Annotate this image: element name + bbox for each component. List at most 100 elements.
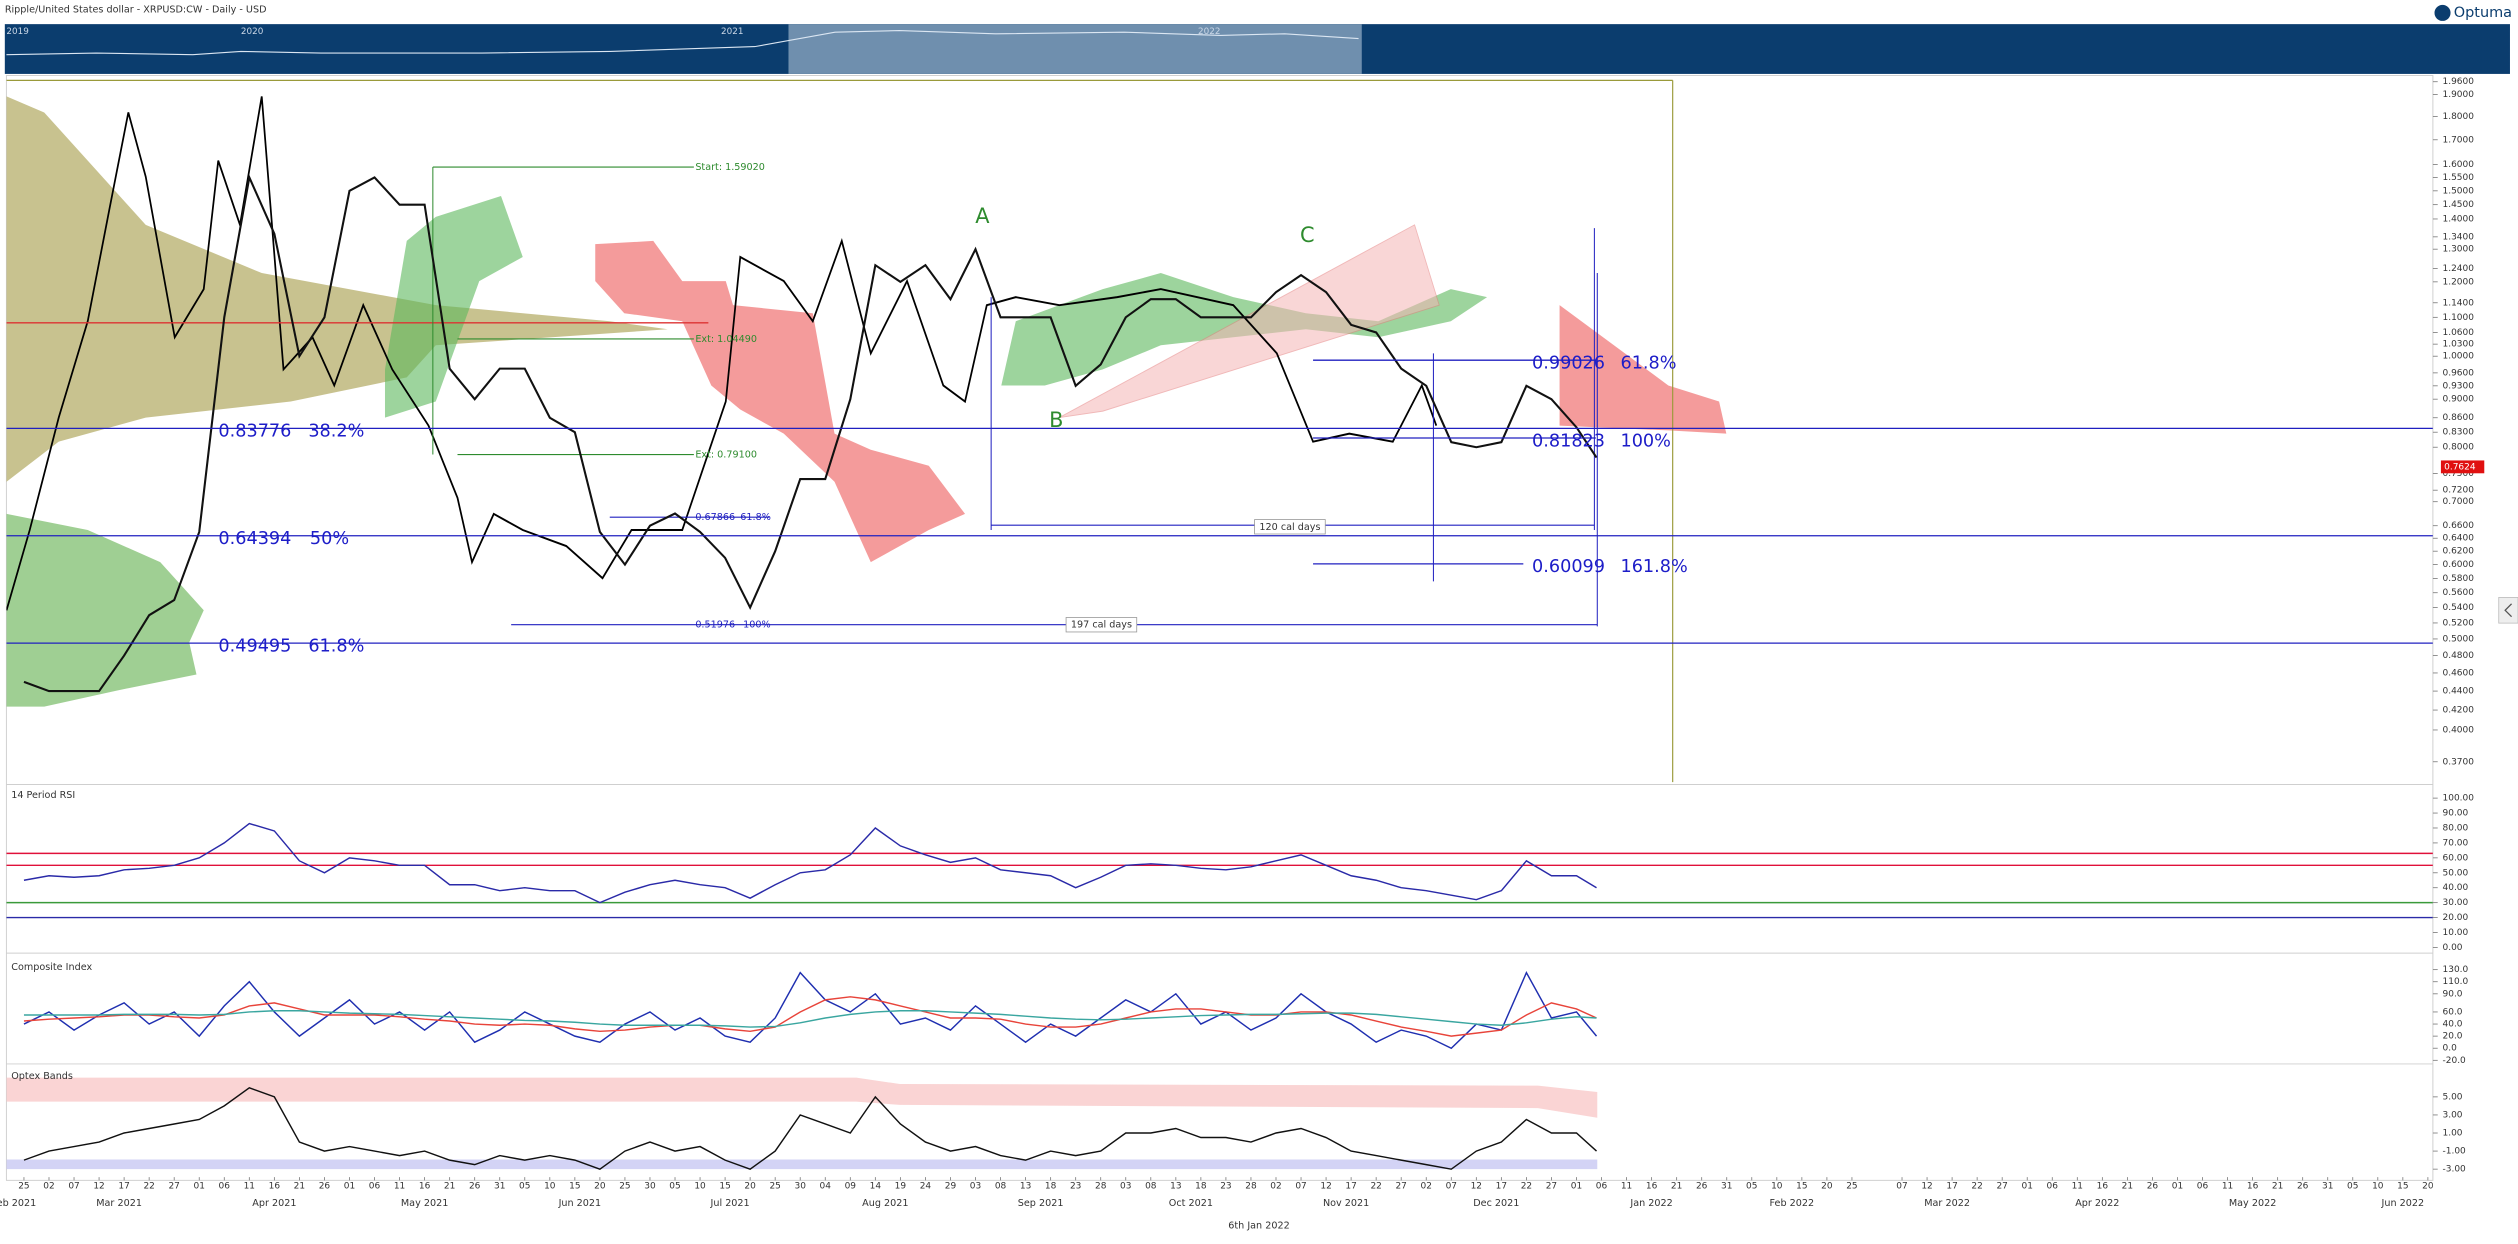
navigator-year: 2021	[721, 27, 743, 37]
x-tick-label: 02	[1421, 1181, 1432, 1191]
fib-value: 0.83776	[218, 422, 291, 442]
last-price: 0.7624	[2444, 462, 2476, 472]
y-tick-label: 0.4200	[2443, 706, 2475, 716]
logo-icon	[2434, 4, 2451, 21]
projection-lines	[432, 166, 694, 456]
annotation: 61.8%	[740, 512, 771, 523]
y-tick-label: 0.7200	[2443, 486, 2475, 496]
x-tick-label: 11	[2222, 1181, 2233, 1191]
y-tick-label: -20.0	[2443, 1056, 2467, 1066]
panel-title: 14 Period RSI	[11, 790, 75, 801]
x-tick-label: 22	[1971, 1181, 1982, 1191]
data-layer: 1.9600 1.9000 1.8000 1.7000 1.6000 1.5500 1.50…	[0, 77, 2485, 1209]
month-label: Mar 2022	[1924, 1198, 1970, 1209]
x-tick-label: 10	[2372, 1181, 2384, 1191]
y-tick-label: 0.0	[2443, 1044, 2458, 1054]
y-tick-label: 0.5800	[2443, 574, 2475, 584]
x-tick-label: 11	[244, 1181, 255, 1191]
y-tick-label: 0.9300	[2443, 381, 2475, 391]
x-tick-label: 07	[1896, 1181, 1907, 1191]
logo: Optuma	[2454, 5, 2512, 21]
x-tick-label: 26	[2147, 1181, 2159, 1191]
month-label: Feb 2021	[0, 1198, 36, 1209]
x-tick-label: 25	[619, 1181, 630, 1191]
x-tick-label: 14	[870, 1181, 882, 1191]
y-tick-label: 110.0	[2443, 977, 2469, 987]
x-tick-label: 25	[18, 1181, 29, 1191]
lagging-line	[6, 96, 1438, 611]
y-tick-label: 1.3400	[2443, 232, 2475, 242]
fib-ratio: 50%	[310, 529, 349, 549]
y-tick-label: 1.0300	[2443, 340, 2475, 350]
x-tick-label: 05	[2347, 1181, 2358, 1191]
y-tick-label: 70.00	[2443, 838, 2469, 848]
optex-band	[6, 1077, 1598, 1118]
x-tick-label: 25	[1846, 1181, 1857, 1191]
y-tick-label: 0.5400	[2443, 603, 2475, 613]
y-tick-label: 1.00	[2443, 1129, 2463, 1139]
fib-value: 0.60099	[1532, 557, 1605, 577]
x-tick-label: 09	[845, 1181, 857, 1191]
x-tick-label: 31	[2322, 1181, 2333, 1191]
month-label: Nov 2021	[1323, 1198, 1369, 1209]
x-tick-label: 16	[419, 1181, 431, 1191]
x-tick-label: 05	[1746, 1181, 1757, 1191]
x-tick-label: 20	[594, 1181, 606, 1191]
y-tick-label: 130.0	[2443, 965, 2469, 975]
x-tick-label: 21	[294, 1181, 305, 1191]
x-tick-label: 12	[93, 1181, 104, 1191]
y-tick-label: 0.4400	[2443, 687, 2475, 697]
plot-frame	[5, 75, 2434, 1181]
annotation: 197 cal days	[1071, 620, 1132, 631]
annotation: 100%	[743, 620, 771, 631]
series-line	[23, 1087, 1598, 1170]
navigator-line	[6, 29, 1359, 56]
annotation: 0.67866	[695, 512, 735, 523]
y-tick-label: 20.0	[2443, 1032, 2463, 1042]
month-label: Jul 2021	[710, 1198, 750, 1209]
x-tick-label: 18	[1045, 1181, 1057, 1191]
cloud-red	[1559, 305, 1727, 434]
x-tick-label: 10	[544, 1181, 556, 1191]
x-tick-label: 08	[995, 1181, 1007, 1191]
x-tick-label: 03	[970, 1181, 981, 1191]
x-tick-label: 06	[219, 1181, 231, 1191]
annotation: A	[975, 204, 990, 228]
x-tick-label: 31	[1721, 1181, 1732, 1191]
fib-ratio: 61.8%	[1620, 353, 1676, 373]
annotation: Start: 1.59020	[695, 162, 765, 173]
x-tick-label: 06	[2197, 1181, 2209, 1191]
y-tick-label: 1.1000	[2443, 313, 2475, 323]
y-tick-label: 40.0	[2443, 1020, 2463, 1030]
x-tick-label: 12	[1320, 1181, 1331, 1191]
footer-date: 6th Jan 2022	[1228, 1220, 1289, 1231]
y-tick-label: 0.6600	[2443, 521, 2475, 531]
y-tick-label: 1.4000	[2443, 214, 2475, 224]
y-tick-label: 0.9000	[2443, 395, 2475, 405]
x-tick-label: 06	[2047, 1181, 2059, 1191]
y-tick-label: 1.2400	[2443, 264, 2475, 274]
x-tick-label: 27	[1395, 1181, 1406, 1191]
chevron-icon	[2504, 603, 2513, 618]
navigator-year: 2019	[6, 27, 28, 37]
x-tick-label: 17	[118, 1181, 129, 1191]
x-tick-label: 29	[945, 1181, 957, 1191]
optex-band	[6, 1159, 1598, 1170]
x-tick-label: 10	[694, 1181, 706, 1191]
x-tick-label: 26	[469, 1181, 481, 1191]
x-tick-label: 02	[43, 1181, 54, 1191]
y-tick-label: 0.8600	[2443, 413, 2475, 423]
x-tick-label: 23	[1220, 1181, 1231, 1191]
volume-profile	[6, 513, 204, 707]
month-label: Aug 2021	[862, 1198, 908, 1209]
x-tick-label: 01	[1571, 1181, 1582, 1191]
indicator-overlays	[6, 79, 1727, 1170]
y-tick-label: 0.5200	[2443, 618, 2475, 628]
side-panel-toggle[interactable]	[2498, 597, 2518, 624]
x-tick-label: 27	[1996, 1181, 2007, 1191]
month-label: Oct 2021	[1169, 1198, 1213, 1209]
x-tick-label: 26	[319, 1181, 331, 1191]
y-tick-label: 90.0	[2443, 989, 2463, 999]
y-tick-label: 80.00	[2443, 823, 2469, 833]
x-tick-label: 22	[143, 1181, 154, 1191]
